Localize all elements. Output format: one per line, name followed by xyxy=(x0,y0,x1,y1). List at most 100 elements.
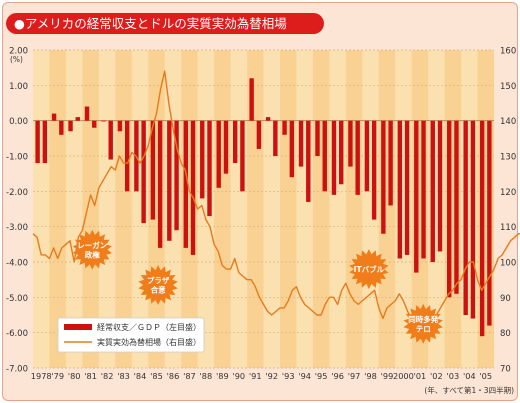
year-band xyxy=(230,50,248,368)
x-tick: '84 xyxy=(134,371,147,381)
x-tick: '88 xyxy=(200,371,213,381)
bar xyxy=(232,120,238,164)
x-tick: '94 xyxy=(298,371,311,381)
y-right-tick: 120 xyxy=(500,188,516,198)
bar xyxy=(447,120,452,298)
bar xyxy=(273,120,278,156)
x-tick: '85 xyxy=(150,371,163,381)
y-left-tick: 1.00 xyxy=(9,82,28,92)
x-tick: '01 xyxy=(414,371,427,381)
bar xyxy=(207,120,212,217)
year-band xyxy=(329,50,346,368)
exchange-rate-line xyxy=(32,70,520,334)
y-right-tick: 160 xyxy=(500,47,516,57)
annotation-label: プラザ xyxy=(147,275,170,285)
annotation-burst xyxy=(138,265,178,305)
bar xyxy=(479,120,485,337)
y-left-tick: -5.00 xyxy=(6,294,28,304)
bar xyxy=(454,120,459,294)
bar xyxy=(216,120,221,188)
bar xyxy=(190,120,196,255)
x-tick: '98 xyxy=(364,371,377,381)
annotation-label: 同時多発 xyxy=(408,314,438,324)
y-left-tick: -1.00 xyxy=(6,153,28,163)
y-left-tick: -6.00 xyxy=(6,329,28,339)
x-tick: '93 xyxy=(282,371,295,381)
bar xyxy=(223,120,229,174)
annotation-burst xyxy=(349,249,389,290)
x-tick: '95 xyxy=(315,371,328,381)
bar xyxy=(322,120,327,192)
bar xyxy=(437,120,443,252)
bar xyxy=(364,120,370,192)
bar xyxy=(289,120,295,178)
annotation-label: テロ xyxy=(416,325,431,334)
x-tick: '02 xyxy=(430,371,443,381)
bar xyxy=(101,120,106,122)
x-tick: '81 xyxy=(84,371,97,381)
y-left-tick: -4.00 xyxy=(6,259,28,269)
y-right-tick: 70 xyxy=(500,365,511,375)
legend-box xyxy=(57,317,205,353)
bar xyxy=(108,120,113,160)
bar xyxy=(92,120,97,128)
x-tick: '96 xyxy=(331,371,344,381)
legend-label: 経常収支／ＧＤＰ（左目盛） xyxy=(97,322,201,332)
x-axis-note: (年、すべて第1・3四半期) xyxy=(424,385,514,395)
annotation-label: 合意 xyxy=(151,285,166,295)
bar xyxy=(414,120,419,273)
x-tick: '04 xyxy=(463,371,476,381)
bar xyxy=(174,120,179,231)
y-left-tick: -2.00 xyxy=(6,188,28,198)
x-tick: '89 xyxy=(216,371,229,381)
bar xyxy=(306,120,311,202)
year-band xyxy=(296,50,313,368)
x-tick: '05 xyxy=(479,371,492,381)
annotation-burst xyxy=(403,303,443,344)
bar xyxy=(339,120,344,185)
y-left-tick: -3.00 xyxy=(6,223,28,233)
bar xyxy=(75,117,80,121)
x-tick: '79 xyxy=(51,371,64,381)
bar xyxy=(240,120,245,192)
bar xyxy=(430,120,435,263)
bar xyxy=(51,113,57,121)
bar xyxy=(381,120,386,234)
y-right-tick: 110 xyxy=(500,223,516,233)
y-left-tick: 2.00 xyxy=(9,47,28,57)
x-tick: '92 xyxy=(265,371,278,381)
bar xyxy=(397,120,403,259)
bar xyxy=(487,120,492,326)
bar xyxy=(59,120,64,135)
x-tick: 1978 xyxy=(31,371,52,381)
x-tick: '91 xyxy=(249,371,262,381)
x-tick: '86 xyxy=(167,371,180,381)
bar xyxy=(35,120,40,164)
x-tick: '99 xyxy=(381,371,394,381)
y-right-tick: 100 xyxy=(500,259,516,269)
bar xyxy=(150,120,156,220)
y-right-tick: 80 xyxy=(500,329,511,339)
x-tick: '03 xyxy=(447,371,460,381)
bar xyxy=(117,120,123,132)
bar xyxy=(249,78,254,121)
year-band xyxy=(33,50,50,368)
bar xyxy=(183,120,188,248)
x-tick: '82 xyxy=(101,371,114,381)
bar xyxy=(282,120,287,135)
y-right-tick: 140 xyxy=(500,117,516,127)
annotation-burst xyxy=(72,229,112,270)
bar xyxy=(463,120,468,316)
bar xyxy=(421,120,426,259)
bar xyxy=(157,120,163,248)
x-tick: '83 xyxy=(117,371,130,381)
annotation-label: 政権 xyxy=(85,249,100,259)
bar xyxy=(371,120,377,220)
bar xyxy=(404,120,410,255)
bar xyxy=(388,120,393,206)
legend-label: 実質実効為替相場（右目盛） xyxy=(97,337,201,347)
bar xyxy=(315,120,320,156)
bar xyxy=(42,120,48,164)
bar xyxy=(256,120,262,149)
